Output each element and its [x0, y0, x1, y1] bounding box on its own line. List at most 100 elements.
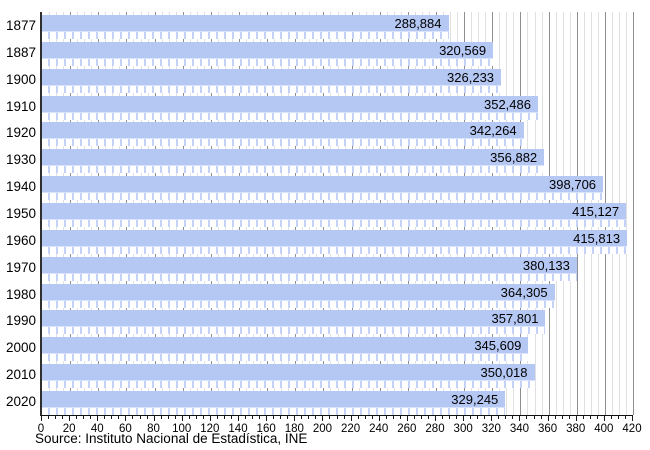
- x-tick-label: 60: [119, 423, 132, 435]
- minor-tick: [202, 416, 204, 419]
- bar-texture: [42, 219, 627, 228]
- y-axis-label: 1970: [5, 259, 36, 275]
- minor-tick: [139, 416, 141, 419]
- major-gridline: [633, 12, 634, 415]
- minor-tick: [624, 416, 626, 419]
- bar: 415,127: [42, 203, 627, 228]
- bar-texture: [42, 165, 545, 174]
- minor-tick: [589, 416, 591, 419]
- bar-row: 1930 356,882: [6, 146, 633, 174]
- bar-value-label: 288,884: [394, 16, 442, 31]
- x-tick-label: 340: [509, 423, 530, 435]
- minor-tick: [223, 416, 225, 419]
- bar-row: 1990 357,801: [6, 307, 633, 335]
- bar-texture: [42, 299, 555, 308]
- y-axis-label: 1910: [5, 98, 36, 114]
- major-tick: [153, 416, 155, 421]
- y-axis-label: 1900: [5, 71, 36, 87]
- bar-value-label: 342,264: [469, 123, 517, 139]
- minor-tick: [533, 416, 535, 419]
- bar: 364,305: [42, 283, 555, 308]
- minor-tick: [420, 416, 422, 419]
- bar-value-label: 415,127: [572, 204, 620, 220]
- bar: 356,882: [42, 149, 545, 174]
- x-tick-label: 320: [481, 423, 501, 435]
- minor-tick: [526, 416, 528, 419]
- y-axis-label: 1930: [5, 152, 36, 168]
- y-axis-label: 1887: [5, 44, 36, 60]
- major-tick: [575, 416, 577, 421]
- minor-tick: [610, 416, 612, 419]
- x-tick-label: 420: [622, 423, 642, 435]
- minor-tick: [357, 416, 359, 419]
- y-axis-label: 1980: [5, 286, 36, 302]
- x-tick-label: 140: [228, 423, 248, 435]
- bar-row: 1920 342,264: [6, 119, 633, 147]
- y-axis-label: 1990: [5, 313, 36, 329]
- bar-value-label: 356,882: [490, 150, 538, 166]
- bar-row: 1900 326,233: [6, 66, 633, 93]
- minor-tick: [561, 416, 563, 419]
- major-tick: [547, 416, 549, 421]
- minor-tick: [399, 416, 401, 419]
- major-tick: [322, 416, 324, 421]
- major-tick: [632, 416, 633, 421]
- minor-tick: [427, 416, 429, 419]
- bar-row: 2000 345,609: [6, 334, 633, 362]
- major-tick: [519, 416, 521, 421]
- bar-texture: [42, 245, 628, 254]
- x-tick-label: 400: [594, 423, 614, 435]
- bar: 329,245: [42, 391, 506, 416]
- bar: 342,264: [42, 122, 524, 147]
- x-tick-label: 20: [62, 423, 76, 435]
- major-tick: [181, 416, 183, 421]
- minor-tick: [308, 416, 310, 419]
- minor-tick: [540, 416, 542, 419]
- minor-tick: [48, 416, 50, 419]
- minor-tick: [371, 416, 373, 419]
- major-tick: [491, 416, 493, 421]
- minor-tick: [216, 416, 218, 419]
- minor-tick: [596, 416, 598, 419]
- bar-row: 1877 288,884: [6, 12, 633, 39]
- minor-tick: [617, 416, 619, 419]
- minor-tick: [456, 416, 458, 419]
- bar-row: 1940 398,706: [6, 173, 633, 201]
- minor-tick: [62, 416, 64, 419]
- major-tick: [266, 416, 268, 421]
- bar-row: 1960 415,813: [6, 227, 633, 254]
- bar-value-label: 345,609: [474, 338, 522, 354]
- bar: 415,813: [42, 229, 628, 254]
- bar-rows: 1877 288,884 1887 320,569 1900 326,233 1910 352…: [6, 12, 633, 416]
- minor-tick: [512, 416, 514, 419]
- bar: 352,486: [42, 95, 538, 120]
- major-tick: [378, 416, 380, 421]
- y-axis-label: 1960: [5, 232, 36, 248]
- bar-value-label: 415,813: [573, 230, 621, 246]
- minor-tick: [252, 416, 254, 419]
- bar-row: 1980 364,305: [6, 281, 633, 308]
- bar-texture: [42, 84, 502, 93]
- major-tick: [41, 416, 42, 421]
- x-tick-label: 380: [566, 423, 586, 435]
- minor-tick: [55, 416, 57, 419]
- bar-value-label: 364,305: [500, 284, 548, 300]
- minor-tick: [385, 416, 387, 419]
- bar-value-label: 350,018: [480, 365, 528, 381]
- minor-tick: [90, 416, 92, 419]
- minor-tick: [111, 416, 113, 419]
- bar-value-label: 326,233: [447, 69, 495, 85]
- minor-tick: [413, 416, 415, 419]
- bar-value-label: 329,245: [451, 392, 499, 408]
- bar-row: 2020 329,245: [6, 388, 633, 416]
- major-tick: [406, 416, 408, 421]
- x-tick-label: 80: [147, 423, 160, 435]
- bar: 320,569: [42, 41, 494, 66]
- y-axis-label: 2010: [5, 367, 36, 383]
- major-tick: [603, 416, 605, 421]
- x-tick-label: 260: [397, 423, 417, 435]
- minor-tick: [484, 416, 486, 419]
- bar: 350,018: [42, 364, 535, 389]
- bar-row: 1950 415,127: [6, 200, 633, 228]
